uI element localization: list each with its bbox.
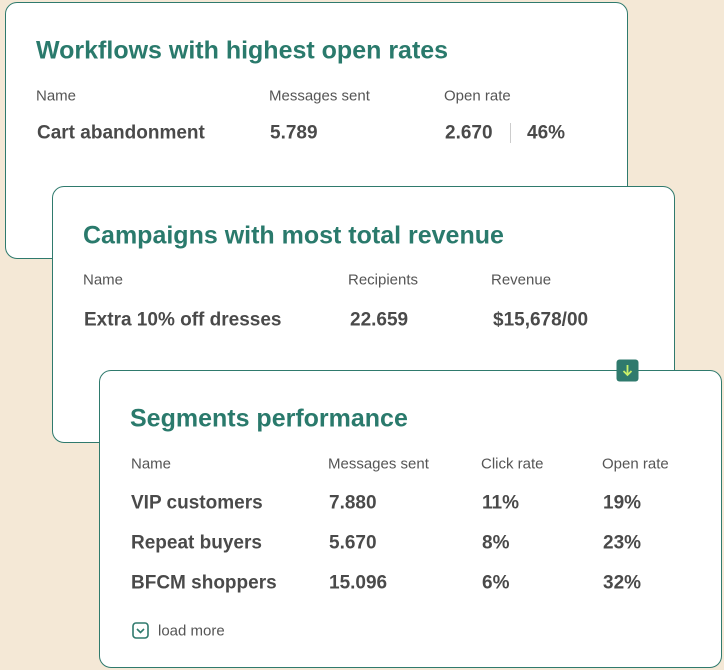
- column-header: Messages sent: [328, 455, 429, 473]
- cell: 7.880: [329, 492, 377, 514]
- cell: 6%: [482, 572, 510, 594]
- cell: 15.096: [329, 572, 388, 594]
- column-header: Name: [36, 87, 77, 105]
- cell: 46%: [527, 122, 566, 144]
- cell: 22.659: [350, 309, 409, 331]
- chevron: [136, 628, 145, 634]
- column-header: Click rate: [481, 455, 544, 473]
- cell: Extra 10% off dresses: [84, 309, 282, 331]
- cell: 5.789: [270, 122, 318, 144]
- cell: 19%: [603, 492, 642, 514]
- cell: 2.670: [445, 122, 493, 144]
- load-more-icon[interactable]: [132, 622, 149, 639]
- cell: 11%: [482, 492, 519, 514]
- column-header: Messages sent: [269, 87, 370, 105]
- card: [99, 370, 722, 668]
- cell: 8%: [482, 532, 510, 554]
- column-header: Recipients: [348, 271, 419, 289]
- cell: BFCM shoppers: [131, 572, 277, 594]
- column-header: Open rate: [602, 455, 669, 473]
- column-header: Revenue: [491, 271, 552, 289]
- card-title: Segments performance: [130, 404, 408, 433]
- cell: Cart abandonment: [37, 122, 205, 144]
- column-header: Name: [83, 271, 124, 289]
- icon-box: [132, 622, 149, 639]
- card-title: Campaigns with most total revenue: [83, 221, 504, 250]
- cell: $15,678/00: [493, 309, 589, 331]
- arrow: [622, 365, 633, 377]
- cell: 23%: [603, 532, 642, 554]
- column-header: Name: [131, 455, 172, 473]
- load-more[interactable]: load more: [158, 622, 225, 640]
- cell: 32%: [603, 572, 642, 594]
- cell: Repeat buyers: [131, 532, 262, 554]
- download-badge[interactable]: [616, 359, 639, 382]
- column-header: Open rate: [444, 87, 511, 105]
- cell: 5.670: [329, 532, 377, 554]
- cell: VIP customers: [131, 492, 263, 514]
- divider: [510, 123, 511, 143]
- card-title: Workflows with highest open rates: [36, 36, 449, 65]
